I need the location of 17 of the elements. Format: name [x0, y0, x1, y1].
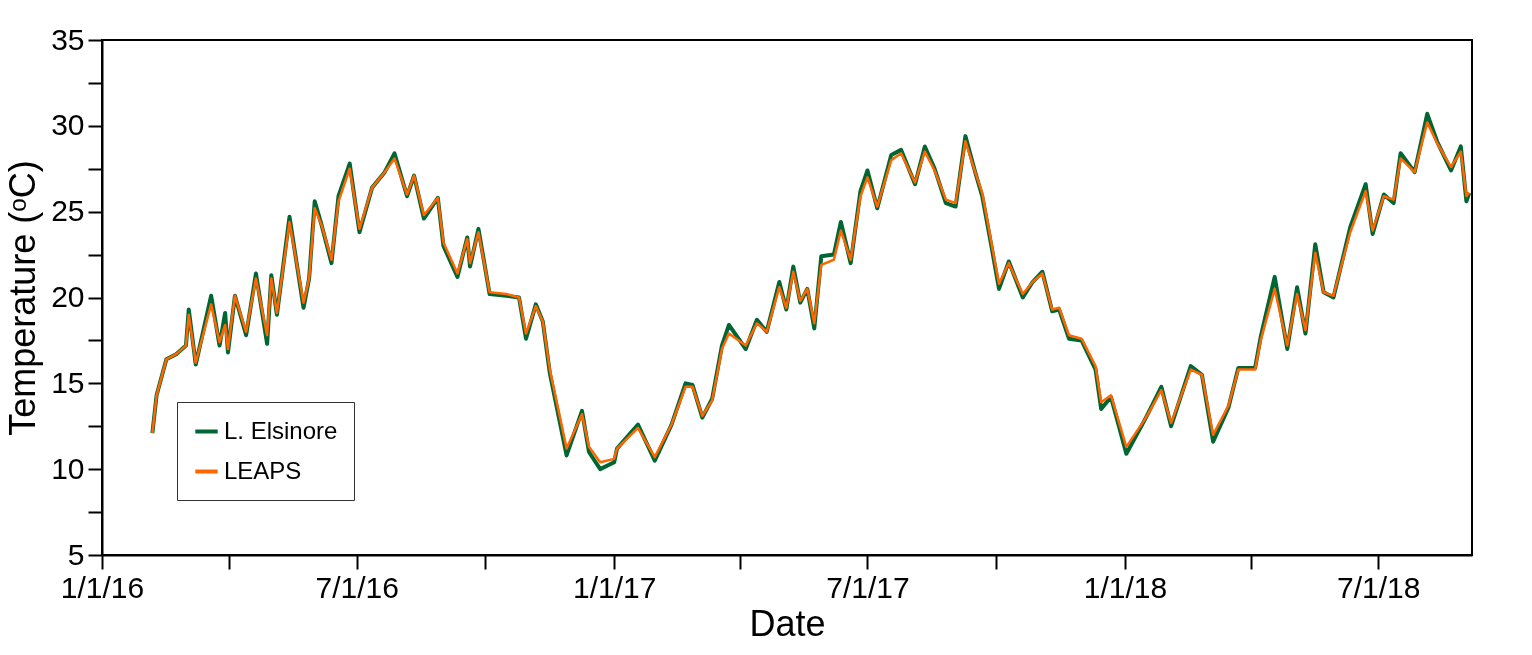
- y-tick-label: 25: [51, 194, 85, 228]
- y-tick-label: 15: [51, 365, 85, 399]
- y-axis-title: Temperature (ᵒC): [2, 160, 44, 436]
- x-tick-label: 7/1/16: [315, 570, 399, 604]
- x-tick-label: 1/1/17: [572, 570, 657, 604]
- x-tick-label: 7/1/17: [826, 570, 910, 604]
- y-tick-label: 5: [67, 537, 85, 571]
- legend-label: L. Elsinore: [224, 416, 338, 444]
- y-tick-label: 10: [51, 451, 85, 485]
- legend-label: LEAPS: [224, 456, 302, 484]
- x-axis-title: Date: [749, 602, 826, 644]
- y-tick-label: 35: [51, 22, 85, 56]
- x-tick-label: 1/1/16: [60, 570, 145, 604]
- x-tick-label: 1/1/18: [1083, 570, 1168, 604]
- y-tick-label: 20: [51, 280, 85, 313]
- y-tick-label: 30: [51, 108, 85, 142]
- x-tick-label: 7/1/18: [1337, 570, 1421, 604]
